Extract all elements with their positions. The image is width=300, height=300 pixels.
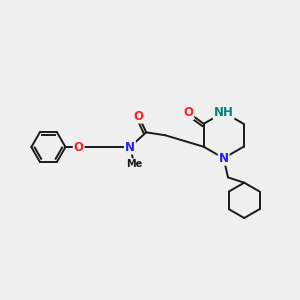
Text: Me: Me xyxy=(126,159,142,169)
Text: NH: NH xyxy=(214,106,233,119)
Text: N: N xyxy=(125,141,135,154)
Text: N: N xyxy=(219,152,229,165)
Text: O: O xyxy=(183,106,194,119)
Text: O: O xyxy=(134,110,144,123)
Text: O: O xyxy=(74,141,84,154)
